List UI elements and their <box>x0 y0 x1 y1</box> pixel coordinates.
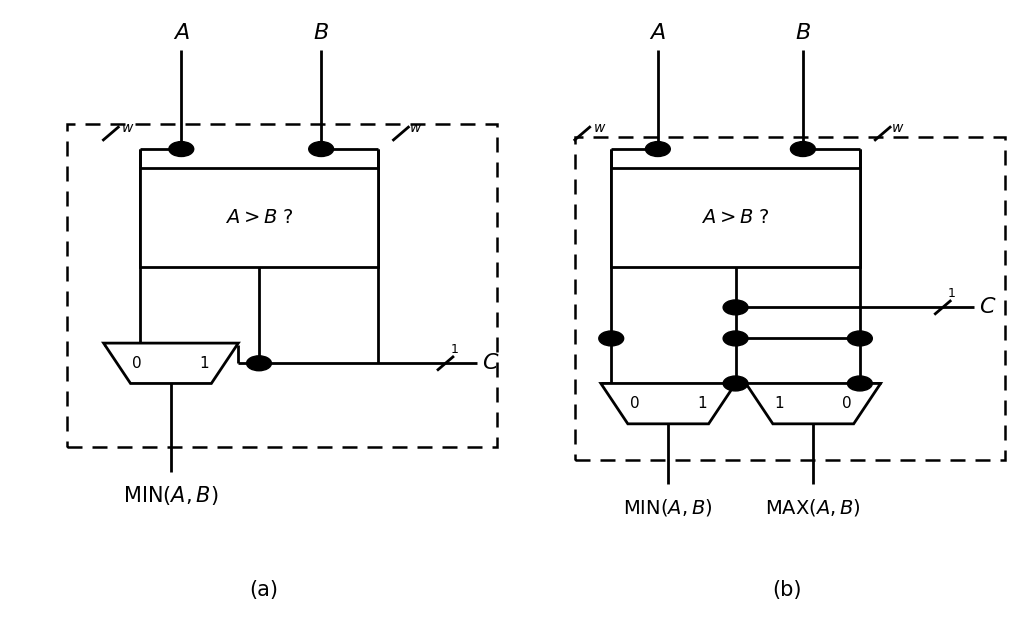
Text: $B$: $B$ <box>795 24 811 43</box>
Bar <box>575 137 1005 460</box>
Text: $A$: $A$ <box>650 24 666 43</box>
Text: $A$: $A$ <box>173 24 190 43</box>
Text: 1: 1 <box>775 396 784 411</box>
Text: (a): (a) <box>250 580 279 600</box>
Text: 1: 1 <box>451 343 459 356</box>
Circle shape <box>645 142 670 156</box>
Text: 1: 1 <box>697 396 707 411</box>
Circle shape <box>847 331 872 346</box>
Circle shape <box>790 142 815 156</box>
Text: 0: 0 <box>842 396 852 411</box>
Text: $w$: $w$ <box>593 121 606 135</box>
Text: $A > B$ ?: $A > B$ ? <box>701 208 770 227</box>
Text: 0: 0 <box>630 396 639 411</box>
Text: $w$: $w$ <box>891 121 904 135</box>
Circle shape <box>723 300 748 315</box>
Bar <box>67 124 497 447</box>
Text: $B$: $B$ <box>313 24 329 43</box>
Text: $w$: $w$ <box>409 121 423 135</box>
Text: $A > B$ ?: $A > B$ ? <box>225 208 293 227</box>
Circle shape <box>169 142 194 156</box>
Text: $C$: $C$ <box>482 353 499 373</box>
Text: MIN$(A,B)$: MIN$(A,B)$ <box>624 497 713 518</box>
Polygon shape <box>746 384 881 424</box>
Circle shape <box>723 331 748 346</box>
Bar <box>611 168 860 267</box>
Text: (b): (b) <box>773 580 802 600</box>
Circle shape <box>247 356 271 371</box>
Circle shape <box>599 331 624 346</box>
Polygon shape <box>601 384 736 424</box>
Circle shape <box>309 142 334 156</box>
Text: 1: 1 <box>948 287 956 300</box>
Text: MAX$(A,B)$: MAX$(A,B)$ <box>766 497 861 518</box>
Text: $C$: $C$ <box>979 297 997 317</box>
Text: $w$: $w$ <box>121 121 135 135</box>
Text: MIN$(A,B)$: MIN$(A,B)$ <box>123 484 219 507</box>
Polygon shape <box>104 343 238 384</box>
Text: 0: 0 <box>133 356 142 371</box>
Text: 1: 1 <box>200 356 209 371</box>
Circle shape <box>723 376 748 391</box>
Bar <box>140 168 378 267</box>
Circle shape <box>847 376 872 391</box>
